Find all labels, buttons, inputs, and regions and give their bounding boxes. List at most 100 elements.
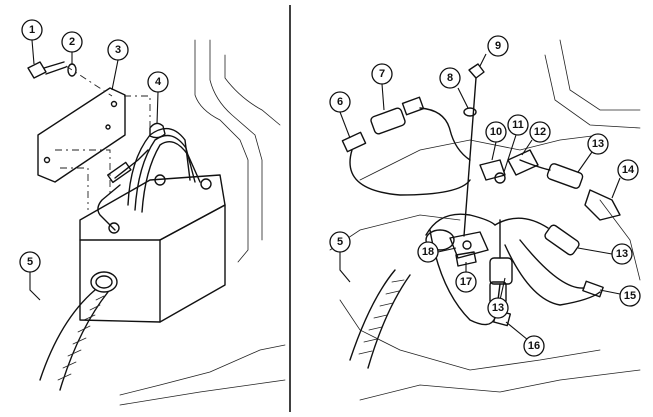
- harness-braid-edge: [39, 289, 96, 381]
- leader-10: [491, 141, 497, 161]
- assembly-line: [65, 65, 113, 97]
- leader-13b: [577, 247, 613, 255]
- center-bracket: [449, 231, 489, 259]
- wire-loop: [97, 184, 121, 231]
- wire-bundle: [141, 141, 201, 213]
- grommet: [90, 271, 118, 293]
- assembly-line: [124, 95, 151, 128]
- callout-6: 6: [329, 91, 351, 113]
- connector-13a: [546, 163, 584, 189]
- callout-label: 11: [512, 119, 524, 131]
- body-contour-left: [194, 39, 249, 263]
- callout-18: 18: [417, 241, 439, 263]
- box-screw: [108, 222, 120, 234]
- callout-5: 5: [19, 251, 41, 273]
- left-panel: 1 2 3 4 5: [19, 19, 286, 406]
- leader-7: [381, 83, 385, 111]
- callout-label: 18: [422, 246, 434, 258]
- callout-label: 2: [69, 36, 75, 48]
- callout-label: 5: [337, 236, 343, 248]
- harness-braid-edge: [349, 269, 396, 361]
- callout-label: 1: [29, 24, 35, 36]
- screw-head: [27, 61, 47, 79]
- leader-13c: [499, 277, 506, 301]
- body-contour-right-3: [339, 299, 601, 371]
- assembly-line: [55, 149, 111, 195]
- cable-clamp: [149, 122, 166, 139]
- cable-loop: [349, 149, 471, 196]
- callout-13-mid: 13: [611, 243, 633, 265]
- callout-1: 1: [21, 19, 43, 41]
- bolt-9-head: [468, 63, 485, 79]
- leader-1: [31, 39, 35, 65]
- grommet-inner: [95, 275, 113, 289]
- callout-label: 14: [622, 164, 635, 176]
- bracket-hole: [43, 156, 51, 164]
- callout-label: 5: [27, 256, 33, 268]
- callout-17: 17: [455, 271, 477, 293]
- callout-label: 9: [495, 40, 501, 52]
- harness-braid-edge: [59, 291, 109, 391]
- leader-9: [479, 53, 487, 67]
- callout-label: 4: [155, 76, 162, 88]
- center-bracket-hole: [462, 240, 472, 250]
- callout-label: 13: [492, 302, 504, 314]
- callout-4: 4: [147, 71, 169, 93]
- bracket-plate: [37, 87, 126, 183]
- callout-12: 12: [529, 121, 551, 143]
- assembly-line: [60, 167, 89, 210]
- wire-13b: [494, 217, 549, 229]
- wire-bundle: [134, 134, 196, 211]
- callout-11: 11: [507, 114, 529, 136]
- box-screw: [200, 178, 212, 190]
- washer-8: [463, 107, 477, 117]
- callout-14: 14: [617, 159, 639, 181]
- leader-16: [505, 321, 529, 341]
- connector-10: [479, 159, 506, 181]
- junction-box-front: [79, 239, 161, 323]
- grommet-18: [425, 229, 455, 251]
- floor-line-left-2: [119, 379, 286, 406]
- leader-4: [156, 91, 159, 125]
- connector-14: [584, 189, 621, 221]
- leader-12: [521, 139, 533, 156]
- harness-braid-weave: [358, 279, 405, 355]
- callout-15: 15: [619, 285, 641, 307]
- screw-shank: [43, 61, 67, 75]
- leader-8: [457, 87, 469, 109]
- callout-label: 17: [460, 276, 472, 288]
- leader-5-right: [339, 252, 351, 283]
- leader-14: [611, 177, 621, 199]
- connector-15: [582, 280, 604, 298]
- body-contour-left-3: [224, 54, 281, 126]
- connector-left: [114, 149, 149, 179]
- leader-3: [111, 59, 119, 91]
- callout-label: 16: [528, 340, 540, 352]
- floor-line-left: [119, 344, 286, 396]
- cable-upper: [419, 107, 471, 161]
- connector-13b: [544, 224, 580, 256]
- body-contour-right-4: [559, 39, 641, 111]
- callout-label: 12: [534, 126, 546, 138]
- connector-7: [370, 107, 406, 135]
- leader-18: [437, 247, 457, 253]
- wire-13c-lower: [497, 283, 501, 301]
- callout-label: 6: [337, 96, 343, 108]
- floor-line-right: [359, 369, 641, 401]
- body-contour-right-6: [599, 199, 641, 281]
- callout-16: 16: [523, 335, 545, 357]
- callout-13-top: 13: [587, 133, 609, 155]
- wire-18: [425, 213, 496, 236]
- callout-13-bottom: 13: [487, 297, 509, 319]
- callout-label: 7: [379, 68, 385, 80]
- bracket-hole: [105, 124, 111, 130]
- junction-box-side: [159, 204, 226, 323]
- leader-15: [599, 289, 621, 295]
- body-contour-right-5: [544, 54, 641, 129]
- callout-8: 8: [439, 67, 461, 89]
- leader-11: [503, 134, 517, 173]
- wire-15b: [504, 244, 601, 306]
- harness-braid-edge: [367, 274, 411, 369]
- callout-7: 7: [371, 63, 393, 85]
